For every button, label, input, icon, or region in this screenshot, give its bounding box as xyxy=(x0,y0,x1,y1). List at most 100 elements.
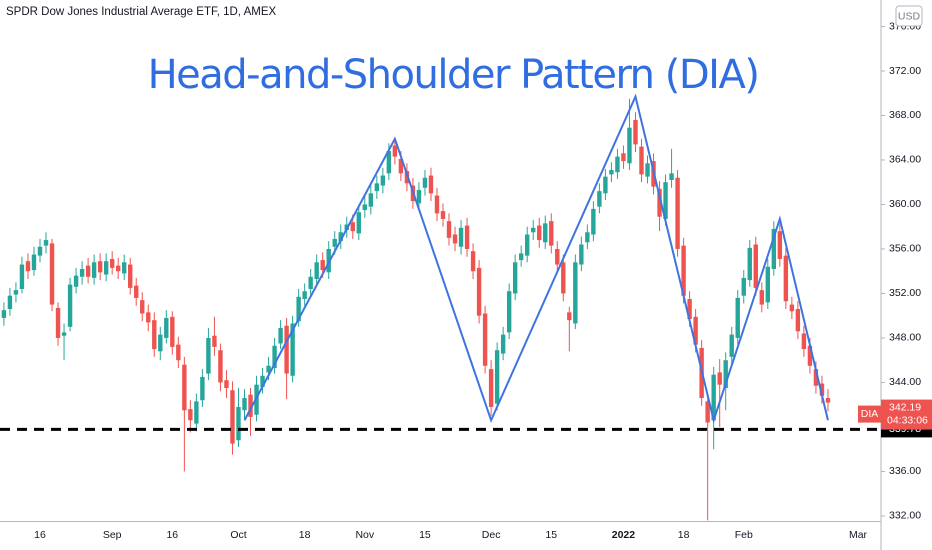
candle-body xyxy=(19,264,25,290)
candle-body xyxy=(242,398,247,411)
candle-body xyxy=(176,344,181,361)
x-tick-label: 16 xyxy=(34,529,46,541)
symbol-tag xyxy=(858,405,881,423)
x-tick-label: Dec xyxy=(482,529,501,541)
candle-body xyxy=(434,195,440,214)
x-tick-label: 18 xyxy=(299,529,311,541)
candle-body xyxy=(55,307,61,338)
candle-body xyxy=(200,376,205,401)
y-tick-label: 360.00 xyxy=(889,198,921,210)
x-tick-label: 16 xyxy=(166,529,178,541)
currency: USD xyxy=(898,10,921,22)
candle-body xyxy=(819,383,825,396)
candle-body xyxy=(350,222,355,232)
candle-body xyxy=(212,335,217,347)
candle-body xyxy=(813,369,819,386)
candle-body xyxy=(525,234,530,256)
candle-body xyxy=(555,248,560,265)
candle-body xyxy=(711,374,716,421)
candle-body xyxy=(356,212,361,234)
candle-body xyxy=(79,268,85,277)
symbol-tag-label: DIA xyxy=(861,408,879,420)
candle-body xyxy=(615,156,620,173)
candle-body xyxy=(765,266,771,303)
candle-body xyxy=(500,334,506,354)
candle-body xyxy=(681,245,686,296)
x-tick-label: Sep xyxy=(103,529,122,541)
candle-body xyxy=(675,177,680,249)
candle-body xyxy=(146,312,151,323)
candle-body xyxy=(43,240,49,246)
candle-body xyxy=(621,153,626,162)
candle-body xyxy=(109,258,115,268)
y-tick-label: 344.00 xyxy=(889,376,921,388)
candle-body xyxy=(91,262,97,278)
candle-body xyxy=(771,228,777,269)
candle-body xyxy=(482,313,488,366)
candle-body xyxy=(362,204,367,211)
currency-box xyxy=(895,5,923,27)
candle-body xyxy=(543,223,548,243)
candle-body xyxy=(308,276,313,290)
candle-body xyxy=(128,264,133,288)
candle-body xyxy=(278,327,283,344)
candle-body xyxy=(97,261,103,273)
candle-body xyxy=(37,246,43,256)
chart-title: Head-and-Shoulder Pattern (DIA) xyxy=(148,52,759,98)
candle-body xyxy=(494,350,500,404)
x-tick-label: Feb xyxy=(735,529,753,541)
candle-body xyxy=(49,243,55,305)
candle-body xyxy=(290,323,295,376)
candle-body xyxy=(314,262,319,279)
x-tick-label: 2022 xyxy=(612,529,636,541)
candle-body xyxy=(31,254,37,271)
candle-body xyxy=(627,127,632,164)
candle-body xyxy=(374,183,380,192)
candle-body xyxy=(464,225,470,249)
candle-body xyxy=(218,350,223,383)
candle-body xyxy=(206,337,211,374)
candle-body xyxy=(386,151,392,174)
candle-body xyxy=(332,238,337,247)
candle-body xyxy=(807,345,813,366)
candle-body xyxy=(85,265,91,277)
y-tick-label: 352.00 xyxy=(889,287,921,299)
candle-body xyxy=(1,310,7,318)
candle-body xyxy=(531,227,536,233)
candle-body xyxy=(705,401,710,423)
candle-body xyxy=(729,334,734,357)
candle-body xyxy=(801,333,807,350)
x-tick-label: Oct xyxy=(230,529,246,541)
candle-body xyxy=(609,169,614,175)
candle-body xyxy=(777,231,783,259)
candle-body xyxy=(825,398,831,403)
y-tick-label: 356.00 xyxy=(889,243,921,255)
y-tick-label: 372.00 xyxy=(889,65,921,77)
candle-body xyxy=(687,299,692,320)
candle-body xyxy=(338,232,343,242)
candle-body xyxy=(458,227,464,247)
candle-body xyxy=(248,394,253,417)
candle-body xyxy=(260,375,265,387)
candle-body xyxy=(13,290,19,295)
y-tick-label: 364.00 xyxy=(889,154,921,166)
y-tick-label: 336.00 xyxy=(889,465,921,477)
x-tick-label: Nov xyxy=(355,529,374,541)
candle-body xyxy=(428,175,434,194)
candle-body xyxy=(103,261,109,275)
candle-body xyxy=(795,309,801,332)
candle-body xyxy=(518,253,524,261)
candle-body xyxy=(561,262,566,294)
candle-body xyxy=(512,262,518,294)
candle-body xyxy=(266,365,271,373)
candle-body xyxy=(573,262,578,324)
candle-body xyxy=(416,190,422,204)
candle-body xyxy=(67,284,73,327)
candle-body xyxy=(170,316,175,347)
candle-body xyxy=(296,296,301,322)
x-tick-label: 15 xyxy=(545,529,557,541)
candle-body xyxy=(422,177,428,188)
candle-body xyxy=(230,390,235,444)
candle-body xyxy=(735,297,740,338)
candle-body xyxy=(272,345,277,368)
